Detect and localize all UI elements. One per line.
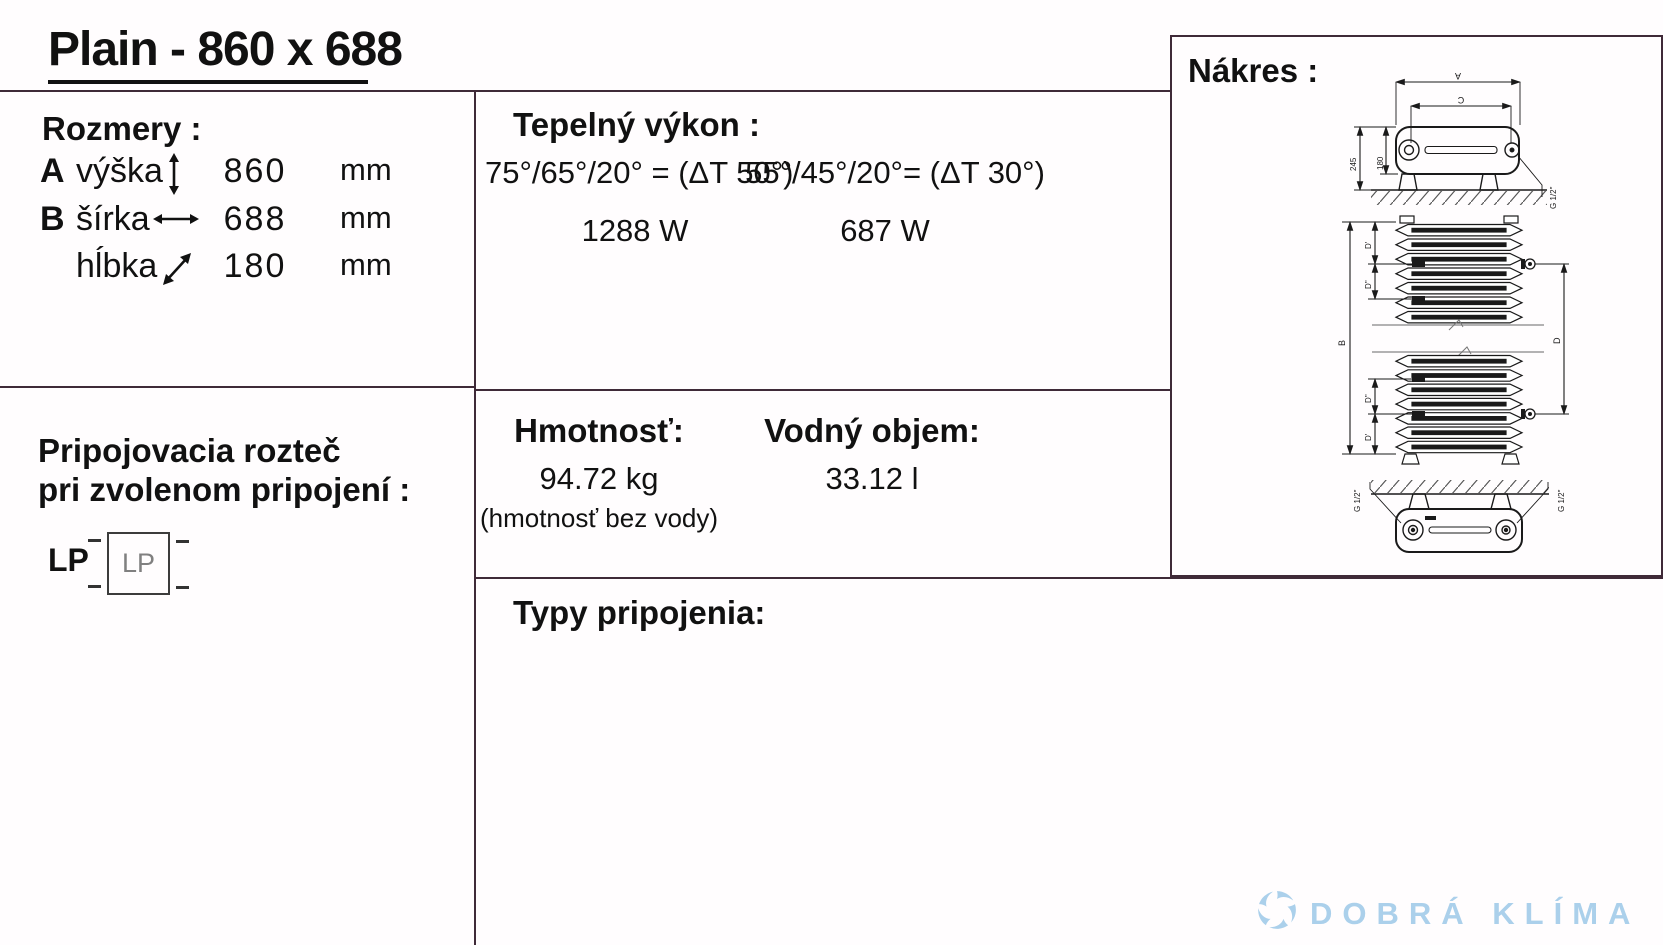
dim-d2-label-top: D'' bbox=[1364, 280, 1373, 289]
logo-wordmark: DOBRÁ KLÍMA bbox=[1310, 896, 1641, 931]
title-underline bbox=[48, 80, 368, 84]
dim-180-label: 180 bbox=[1376, 156, 1385, 170]
dimension-row-width: B šírka 688 mm bbox=[0, 200, 474, 244]
weight-heading: Hmotnosť: bbox=[514, 412, 684, 449]
connection-pitch-heading-line2: pri zvolenom pripojení : bbox=[38, 471, 411, 508]
divider-vertical bbox=[474, 90, 476, 945]
drawing-bottom-view bbox=[1369, 480, 1549, 553]
drawing-heading: Nákres : bbox=[1188, 52, 1319, 89]
connection-pitch-heading: Pripojovacia rozteč pri zvolenom pripoje… bbox=[38, 431, 410, 509]
thermal-formula-dt50: 75°/65°/20° = (ΔT 50°) bbox=[485, 155, 794, 190]
radiator-technical-drawing: A C 245 180 G 1/2" bbox=[1337, 71, 1569, 553]
dimension-value: 860 bbox=[223, 152, 287, 190]
dimension-row-height: A výška 860 mm bbox=[0, 152, 474, 196]
drawing-top-view-labels: A C 245 180 G 1/2" bbox=[1349, 71, 1558, 209]
thermal-formula-dt30: 55°/45°/20°= (ΔT 30°) bbox=[745, 155, 1045, 190]
thermal-heading: Tepelný výkon : bbox=[513, 106, 760, 143]
weight-note: (hmotnosť bez vody) bbox=[479, 503, 719, 533]
dim-b-label: B bbox=[1337, 340, 1347, 346]
dimensions-heading: Rozmery : bbox=[42, 110, 202, 147]
dimension-label: šírka bbox=[76, 200, 150, 238]
dimension-row-depth: hĺbka 180 mm bbox=[0, 247, 474, 291]
divider-left-mid bbox=[0, 386, 475, 388]
dimension-value: 688 bbox=[223, 200, 287, 238]
connection-code-label: LP bbox=[48, 542, 89, 578]
thermal-output-dt30: 687 W bbox=[840, 213, 930, 248]
dim-d2-label-bottom: D'' bbox=[1364, 394, 1373, 403]
connection-pitch-heading-line1: Pripojovacia rozteč bbox=[38, 432, 341, 469]
divider-center-mid bbox=[474, 389, 1172, 391]
dimension-key: A bbox=[40, 152, 65, 190]
water-volume-value: 33.12 l bbox=[825, 461, 919, 496]
dimension-value: 180 bbox=[223, 247, 287, 285]
drawing-front-view-labels: B D' D'' D'' D' D bbox=[1337, 241, 1562, 441]
drawing-panel: Nákres : bbox=[1170, 35, 1663, 577]
dimension-unit: mm bbox=[340, 152, 392, 187]
dimension-unit: mm bbox=[340, 247, 392, 282]
dimension-label: výška bbox=[76, 152, 163, 190]
dim-a-label: A bbox=[1455, 71, 1461, 81]
connection-code-box-label: LP bbox=[121, 548, 156, 578]
dim-d1-label-top: D' bbox=[1364, 241, 1373, 249]
thread-label-top: G 1/2" bbox=[1549, 186, 1558, 209]
dim-d1-label-bottom: D' bbox=[1364, 433, 1373, 441]
connection-types-heading: Typy pripojenia: bbox=[513, 594, 766, 631]
weight-value: 94.72 kg bbox=[539, 461, 659, 496]
connection-stub-dash bbox=[176, 540, 189, 543]
divider-lower bbox=[474, 577, 1663, 579]
page-title: Plain - 860 x 688 bbox=[48, 23, 403, 76]
dim-245-label: 245 bbox=[1349, 157, 1358, 171]
dim-c-label: C bbox=[1457, 95, 1464, 105]
connection-stub-dash bbox=[176, 586, 189, 589]
drawing-top-view bbox=[1354, 78, 1547, 205]
connection-stub-dash bbox=[88, 585, 101, 588]
divider-top bbox=[0, 90, 1170, 92]
logo-swirl-icon bbox=[1258, 891, 1296, 929]
thermal-output-dt50: 1288 W bbox=[581, 213, 689, 248]
vertical-double-arrow-icon bbox=[169, 153, 179, 195]
connection-stub-dash bbox=[88, 539, 101, 542]
dimension-key: B bbox=[40, 200, 65, 238]
drawing-bottom-view-labels: G 1/2" G 1/2" bbox=[1353, 489, 1566, 512]
dim-d-label: D bbox=[1552, 337, 1562, 344]
thread-label-bottom-right: G 1/2" bbox=[1557, 489, 1566, 512]
connection-code-box: LP bbox=[107, 532, 170, 595]
water-volume-heading: Vodný objem: bbox=[764, 412, 980, 449]
dimension-label: hĺbka bbox=[76, 247, 158, 285]
diagonal-double-arrow-icon bbox=[163, 253, 191, 285]
thread-label-bottom-left: G 1/2" bbox=[1353, 489, 1362, 512]
drawing-front-view bbox=[1342, 215, 1569, 465]
dimension-unit: mm bbox=[340, 200, 392, 235]
horizontal-double-arrow-icon bbox=[153, 214, 199, 224]
